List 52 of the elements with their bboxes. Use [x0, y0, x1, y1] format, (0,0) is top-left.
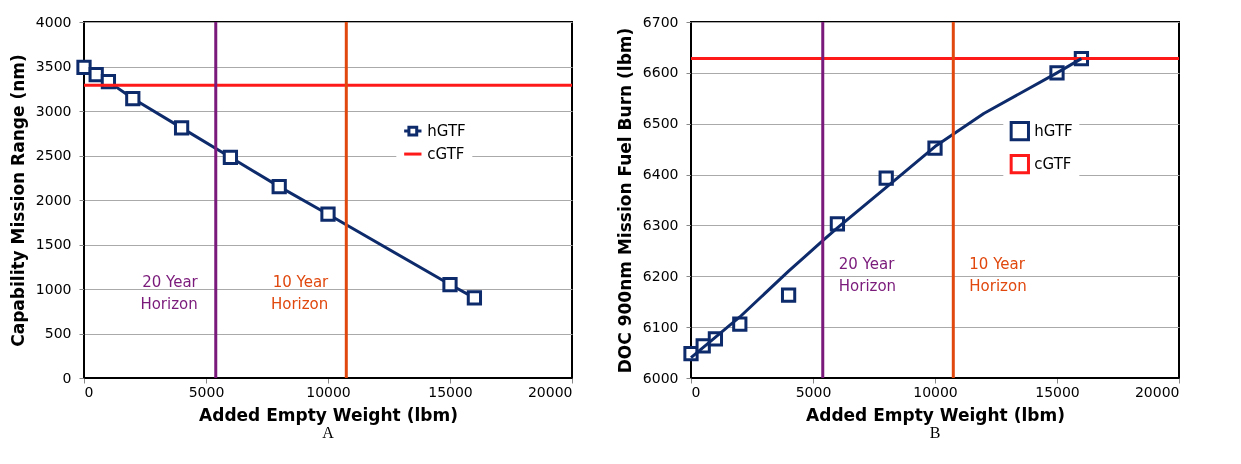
point: [780, 287, 797, 303]
point: [173, 120, 190, 136]
point: [271, 179, 287, 195]
y-tick-label: 1500: [35, 236, 72, 252]
x-tick-label: 20000: [527, 383, 573, 400]
x-axis-title: Added Empty Weight (lbm): [806, 404, 1065, 425]
x-tick-label: 5000: [188, 383, 225, 400]
y-tick-label: 2000: [35, 191, 72, 208]
x-tick-label: 10000: [913, 383, 958, 400]
y-tick-label: 6600: [642, 64, 679, 81]
y-tick-label: 4000: [35, 13, 72, 30]
ref-line-label: 20 Year Horizon: [838, 255, 897, 296]
y-tick-label: 1000: [35, 280, 72, 297]
y-axis-title: DOC 900nm Mission Fuel Burn (lbm): [614, 27, 635, 374]
x-tick-label: 20000: [1134, 383, 1180, 400]
x-tick-label: 5000: [795, 383, 832, 400]
x-tick-label: 0: [691, 383, 701, 400]
y-tick-label: 6000: [642, 369, 679, 386]
x-tick-label: 15000: [1035, 383, 1080, 400]
y-axis-title: Capability Mission Range (nm): [7, 54, 28, 347]
text: A: [322, 424, 335, 441]
y-tick-label: 2500: [35, 147, 72, 163]
text: B: [929, 424, 941, 441]
x-tick-label: 10000: [306, 383, 351, 400]
point: [88, 66, 104, 83]
x-tick-label: 0: [84, 383, 94, 400]
y-tick-label: 6200: [642, 267, 679, 284]
y-tick-label: 0: [62, 369, 72, 386]
legend-label: cGTF: [427, 145, 465, 164]
x-axis-title: Added Empty Weight (lbm): [199, 404, 458, 425]
point: [320, 206, 336, 222]
point: [125, 90, 141, 107]
point: [222, 149, 239, 165]
legend-label: hGTF: [427, 122, 466, 141]
y-tick-label: 3500: [35, 58, 72, 74]
y-tick-label: 6100: [642, 318, 679, 335]
y-tick-label: 500: [44, 325, 72, 341]
y-tick-label: 6700: [642, 13, 679, 30]
point: [76, 59, 92, 76]
y-tick-label: 6400: [642, 166, 679, 183]
ref-line-label: 10 Year Horizon: [969, 255, 1027, 296]
point: [442, 276, 458, 293]
y-tick-label: 3000: [35, 102, 72, 119]
legend-label: hGTF: [1034, 122, 1073, 141]
y-tick-label: 6300: [642, 216, 679, 233]
ref-line-label: 10 Year Horizon: [270, 272, 330, 313]
point: [878, 170, 894, 186]
ref-line-label: 20 Year Horizon: [140, 272, 199, 313]
y-tick-label: 6500: [642, 115, 679, 132]
legend-label: cGTF: [1034, 155, 1072, 174]
point: [466, 290, 483, 306]
x-tick-label: 15000: [428, 383, 473, 400]
